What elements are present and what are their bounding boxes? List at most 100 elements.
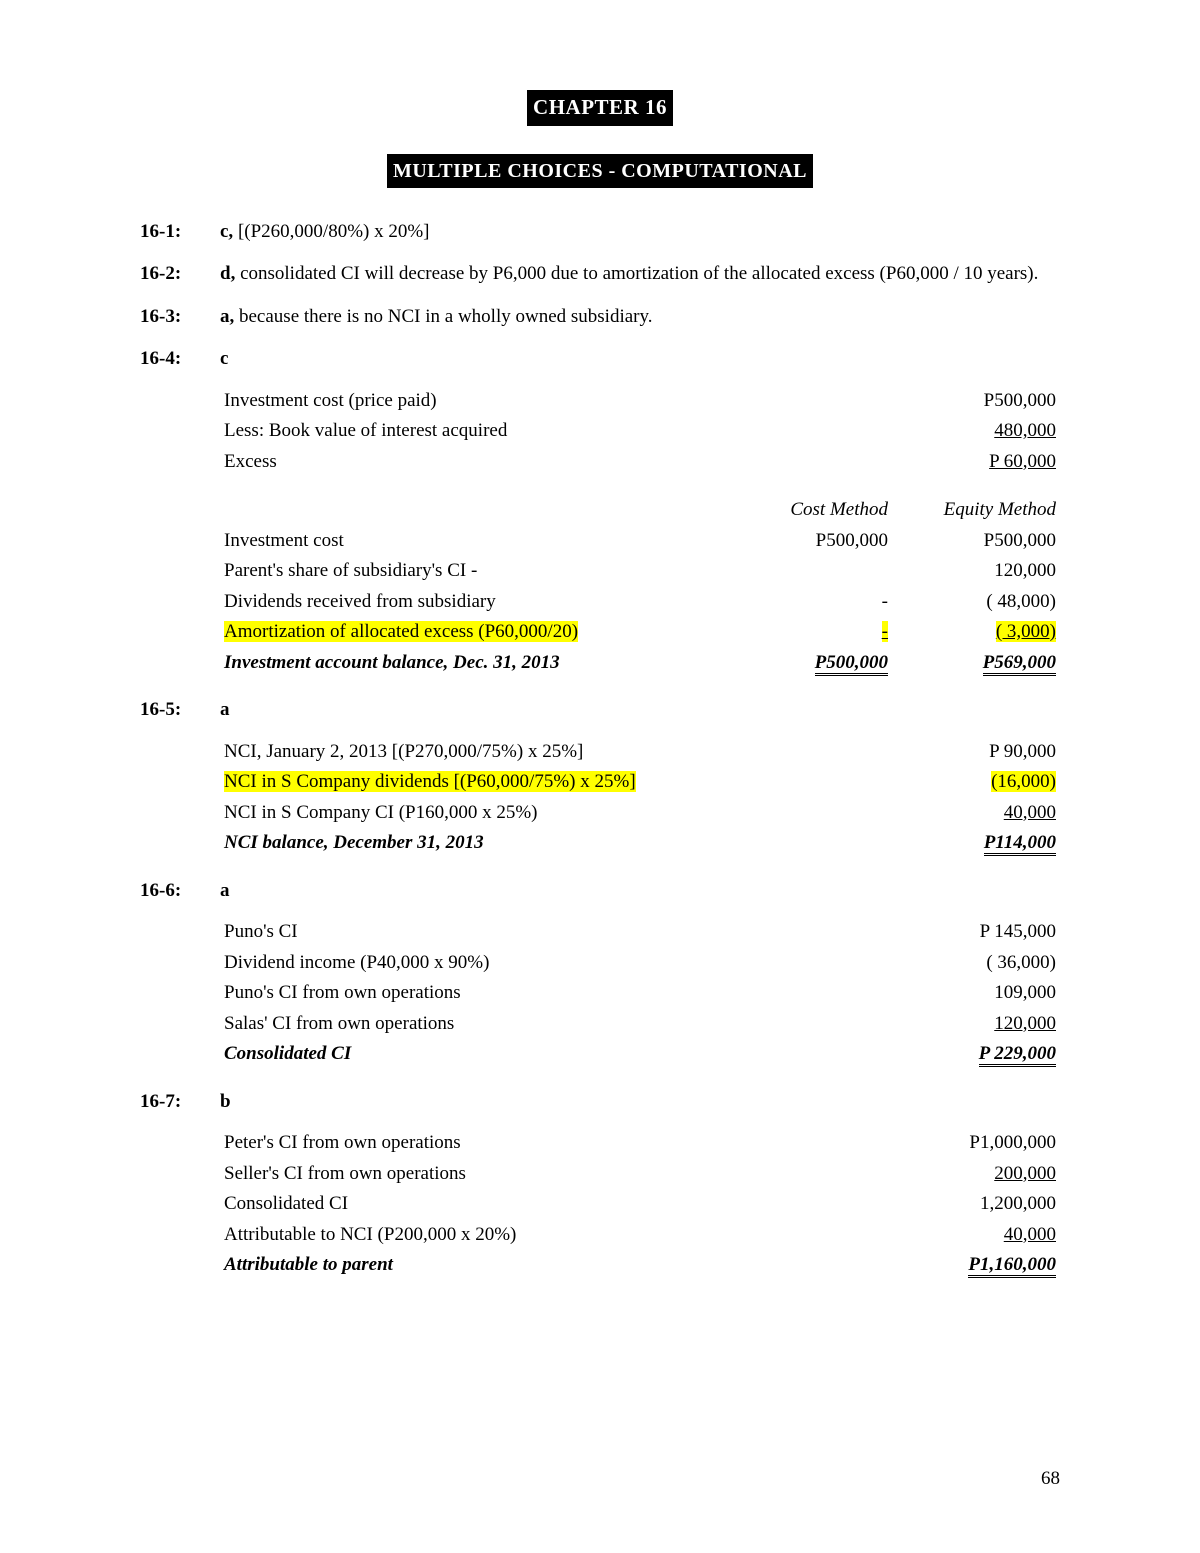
table-row: Salas' CI from own operations 120,000 [220,1009,1060,1040]
q-label: 16-3: [140,303,220,332]
answer-letter: c, [220,221,233,242]
cell-label: NCI in S Company CI (P160,000 x 25%) [220,798,902,829]
cell-label: NCI in S Company dividends [(P60,000/75%… [224,771,636,792]
table-16-6: Puno's CI P 145,000 Dividend income (P40… [220,917,1060,1070]
cell-value: P569,000 [983,652,1056,676]
cell-label: Investment account balance, Dec. 31, 201… [220,648,724,679]
answer-letter: d, [220,263,235,284]
table-row: NCI, January 2, 2013 [(P270,000/75%) x 2… [220,737,1060,768]
cell-value: P500,000 [724,526,892,557]
cell-label: Attributable to parent [220,1250,902,1281]
table-16-5: NCI, January 2, 2013 [(P270,000/75%) x 2… [220,737,1060,859]
table-row: NCI balance, December 31, 2013 P114,000 [220,828,1060,859]
calc-16-5: NCI, January 2, 2013 [(P270,000/75%) x 2… [220,737,1060,859]
question-16-3: 16-3: a, because there is no NCI in a wh… [140,303,1060,332]
table-row: Parent's share of subsidiary's CI - 120,… [220,556,1060,587]
q-label: 16-5: [140,696,220,725]
table-row: Investment cost (price paid) P500,000 [220,386,1060,417]
table-row: Peter's CI from own operations P1,000,00… [220,1128,1060,1159]
answer-letter: a [220,699,230,720]
table-row: NCI in S Company CI (P160,000 x 25%) 40,… [220,798,1060,829]
cell-value: 120,000 [994,1013,1056,1034]
table-row: Investment cost P500,000 P500,000 [220,526,1060,557]
question-16-1: 16-1: c, [(P260,000/80%) x 20%] [140,218,1060,247]
table-row: Consolidated CI P 229,000 [220,1039,1060,1070]
cell-value: (16,000) [991,771,1056,792]
question-16-5: 16-5: a [140,696,1060,725]
q-body: a [220,877,1060,906]
section-heading-wrap: MULTIPLE CHOICES - COMPUTATIONAL [140,154,1060,188]
question-16-7: 16-7: b [140,1088,1060,1117]
cell-label: Investment cost [220,526,724,557]
page-number: 68 [1041,1465,1060,1494]
cell-value: ( 48,000) [892,587,1060,618]
table-row: Puno's CI P 145,000 [220,917,1060,948]
table-row: Attributable to parent P1,160,000 [220,1250,1060,1281]
cell-value: 1,200,000 [902,1189,1060,1220]
cell-label: Puno's CI from own operations [220,978,902,1009]
q-body: c, [(P260,000/80%) x 20%] [220,218,1060,247]
table-row: Puno's CI from own operations 109,000 [220,978,1060,1009]
cell-value: 40,000 [1004,802,1056,823]
cell-value: 480,000 [994,420,1056,441]
cell-value: P 60,000 [989,451,1056,472]
q-body: b [220,1088,1060,1117]
q-label: 16-2: [140,260,220,289]
cell-value: 200,000 [994,1163,1056,1184]
cell-value: P500,000 [902,386,1060,417]
cell-value: P 90,000 [902,737,1060,768]
q-label: 16-6: [140,877,220,906]
table-row: Investment account balance, Dec. 31, 201… [220,648,1060,679]
cell-value: P1,000,000 [902,1128,1060,1159]
calc-16-7: Peter's CI from own operations P1,000,00… [220,1128,1060,1281]
cell-label: Dividends received from subsidiary [220,587,724,618]
table-row: Attributable to NCI (P200,000 x 20%) 40,… [220,1220,1060,1251]
answer-text: consolidated CI will decrease by P6,000 … [240,263,1038,284]
table-row: Dividend income (P40,000 x 90%) ( 36,000… [220,948,1060,979]
table-row: Amortization of allocated excess (P60,00… [220,617,1060,648]
table-row: Seller's CI from own operations 200,000 [220,1159,1060,1190]
calc-16-4a: Investment cost (price paid) P500,000 Le… [220,386,1060,478]
question-16-2: 16-2: d, consolidated CI will decrease b… [140,260,1060,289]
cell-value: 40,000 [1004,1224,1056,1245]
answer-letter: c [220,348,228,369]
answer-letter: a [220,880,230,901]
cell-value: ( 3,000) [996,621,1056,642]
cell-label: Attributable to NCI (P200,000 x 20%) [220,1220,902,1251]
table-row: NCI in S Company dividends [(P60,000/75%… [220,767,1060,798]
table-16-7: Peter's CI from own operations P1,000,00… [220,1128,1060,1281]
cell-value: P500,000 [815,652,888,676]
calc-16-6: Puno's CI P 145,000 Dividend income (P40… [220,917,1060,1070]
q-label: 16-1: [140,218,220,247]
col-header: Equity Method [892,495,1060,526]
cell-value: 120,000 [892,556,1060,587]
cell-label: NCI balance, December 31, 2013 [220,828,902,859]
cell-value: ( 36,000) [902,948,1060,979]
answer-text: [(P260,000/80%) x 20%] [238,221,430,242]
question-16-4: 16-4: c [140,345,1060,374]
cell-label: Amortization of allocated excess (P60,00… [224,621,578,642]
cell-value: P500,000 [892,526,1060,557]
section-title: MULTIPLE CHOICES - COMPUTATIONAL [387,154,813,188]
cell-value: P114,000 [984,832,1056,856]
cell-label: Salas' CI from own operations [220,1009,902,1040]
cell-label: Consolidated CI [220,1039,902,1070]
chapter-heading-wrap: CHAPTER 16 [140,90,1060,126]
table-row: Excess P 60,000 [220,447,1060,478]
table-row: Dividends received from subsidiary - ( 4… [220,587,1060,618]
chapter-title: CHAPTER 16 [527,90,673,126]
q-body: d, consolidated CI will decrease by P6,0… [220,260,1060,289]
cell-label: Peter's CI from own operations [220,1128,902,1159]
q-label: 16-7: [140,1088,220,1117]
col-header: Cost Method [724,495,892,526]
answer-letter: b [220,1091,231,1112]
q-body: a, because there is no NCI in a wholly o… [220,303,1060,332]
question-16-6: 16-6: a [140,877,1060,906]
cell-value [724,556,892,587]
cell-label: Excess [220,447,902,478]
answer-text: because there is no NCI in a wholly owne… [239,306,653,327]
cell-label: Puno's CI [220,917,902,948]
q-body: c [220,345,1060,374]
cell-label: NCI, January 2, 2013 [(P270,000/75%) x 2… [220,737,902,768]
cell-value: - [882,621,888,642]
